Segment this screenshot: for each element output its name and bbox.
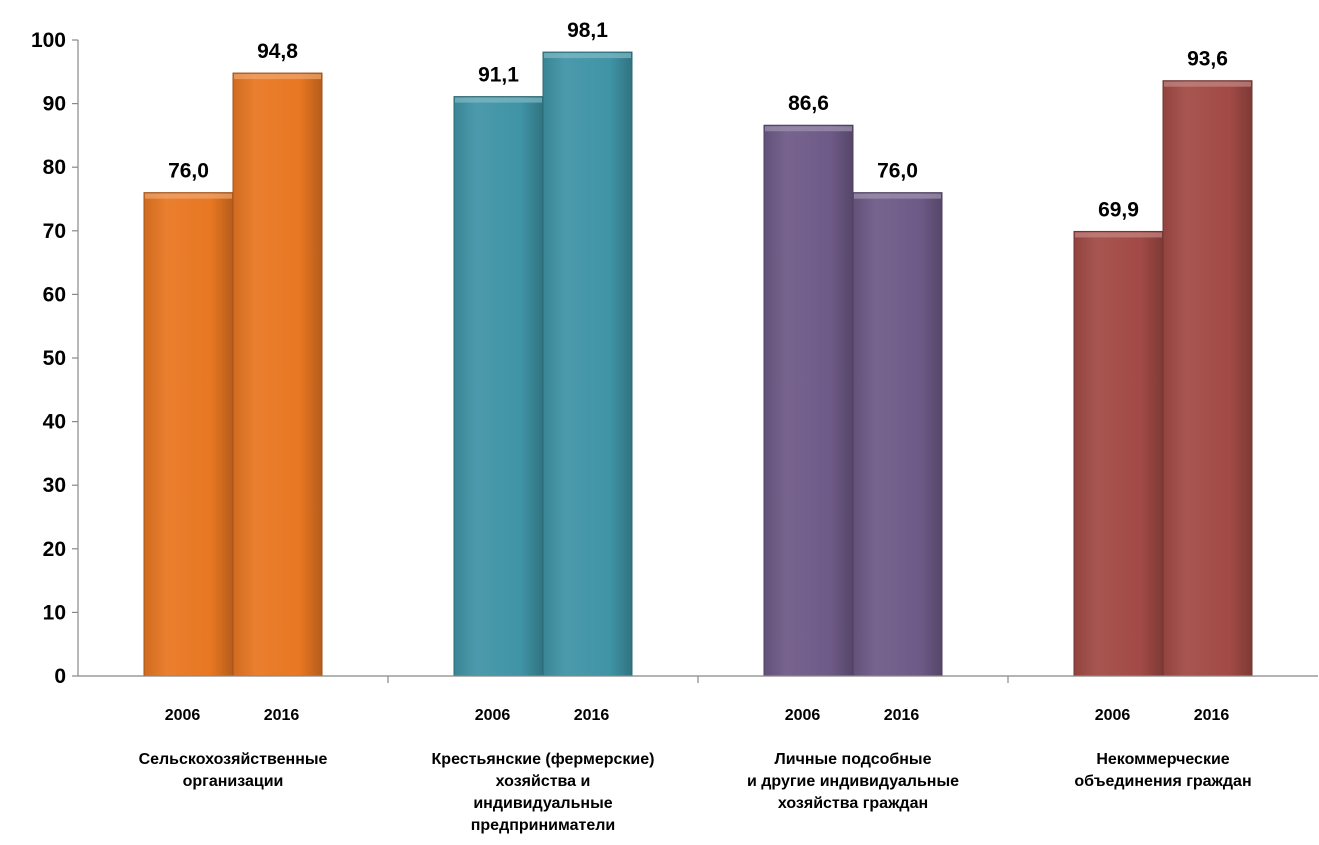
x-tick-label-year: 2006 <box>165 707 201 724</box>
x-tick-label-year: 2016 <box>884 707 920 724</box>
y-tick-label: 0 <box>54 665 66 688</box>
y-tick-label: 30 <box>43 474 66 497</box>
bar-2-2006 <box>453 96 544 677</box>
category-label-line: организации <box>183 773 284 790</box>
category-label-line: предприниматели <box>471 817 616 834</box>
bar-highlight <box>455 97 542 103</box>
y-tick-label: 10 <box>43 601 66 624</box>
bar-4-2016 <box>1162 80 1253 677</box>
x-tick-label-year: 2006 <box>475 707 511 724</box>
x-tick-label-year: 2016 <box>1194 707 1230 724</box>
bar-highlight <box>544 53 631 59</box>
data-label: 76,0 <box>877 160 918 183</box>
bar-3-2016 <box>852 192 943 677</box>
bar-highlight <box>1075 232 1162 238</box>
x-tick-label-year: 2016 <box>264 707 300 724</box>
bar-3-2006 <box>763 124 854 677</box>
category-label-line: Личные подсобные <box>775 751 932 768</box>
y-tick-label: 90 <box>43 93 66 116</box>
y-tick-label: 70 <box>43 220 66 243</box>
category-label-line: индивидуальные <box>473 795 612 812</box>
y-tick-label: 40 <box>43 411 66 434</box>
bars-layer <box>143 51 1253 677</box>
data-label: 98,1 <box>567 19 608 42</box>
data-label: 93,6 <box>1187 48 1228 71</box>
y-tick-label: 20 <box>43 538 66 561</box>
labels-layer: 76,0 2006 94,8 2016 Сельскохозяйственные орга… <box>139 19 1252 834</box>
bar-highlight <box>1164 81 1251 87</box>
bar-highlight <box>854 193 941 199</box>
data-label: 86,6 <box>788 92 829 115</box>
y-tick-label: 100 <box>31 29 66 52</box>
bar-4-2006 <box>1073 230 1164 677</box>
category-label-line: объединения граждан <box>1074 773 1251 790</box>
category-label-line: хозяйства и <box>496 773 591 790</box>
category-label-line: Крестьянские (фермерские) <box>432 751 655 768</box>
bar-highlight <box>145 193 232 199</box>
bar-highlight <box>765 126 852 132</box>
x-tick-label-year: 2016 <box>574 707 610 724</box>
data-label: 91,1 <box>478 64 519 87</box>
y-tick-label: 50 <box>43 347 66 370</box>
bar-2-2016 <box>542 51 633 677</box>
x-tick-label-year: 2006 <box>785 707 821 724</box>
x-tick-label-year: 2006 <box>1095 707 1131 724</box>
bar-1-2006 <box>143 192 234 677</box>
data-label: 94,8 <box>257 40 298 63</box>
category-label-line: и другие индивидуальные <box>747 773 959 790</box>
data-label: 69,9 <box>1098 198 1139 221</box>
data-label: 76,0 <box>168 160 209 183</box>
y-tick-label: 80 <box>43 156 66 179</box>
category-label-line: Некоммерческие <box>1096 751 1229 768</box>
category-label-line: хозяйства граждан <box>778 795 928 812</box>
y-tick-label: 60 <box>43 283 66 306</box>
ticks-layer: 0 10 20 30 40 50 60 70 80 90 100 <box>31 29 1009 688</box>
category-label-line: Сельскохозяйственные <box>139 751 328 768</box>
bar-highlight <box>234 74 321 80</box>
bar-1-2016 <box>232 72 323 677</box>
